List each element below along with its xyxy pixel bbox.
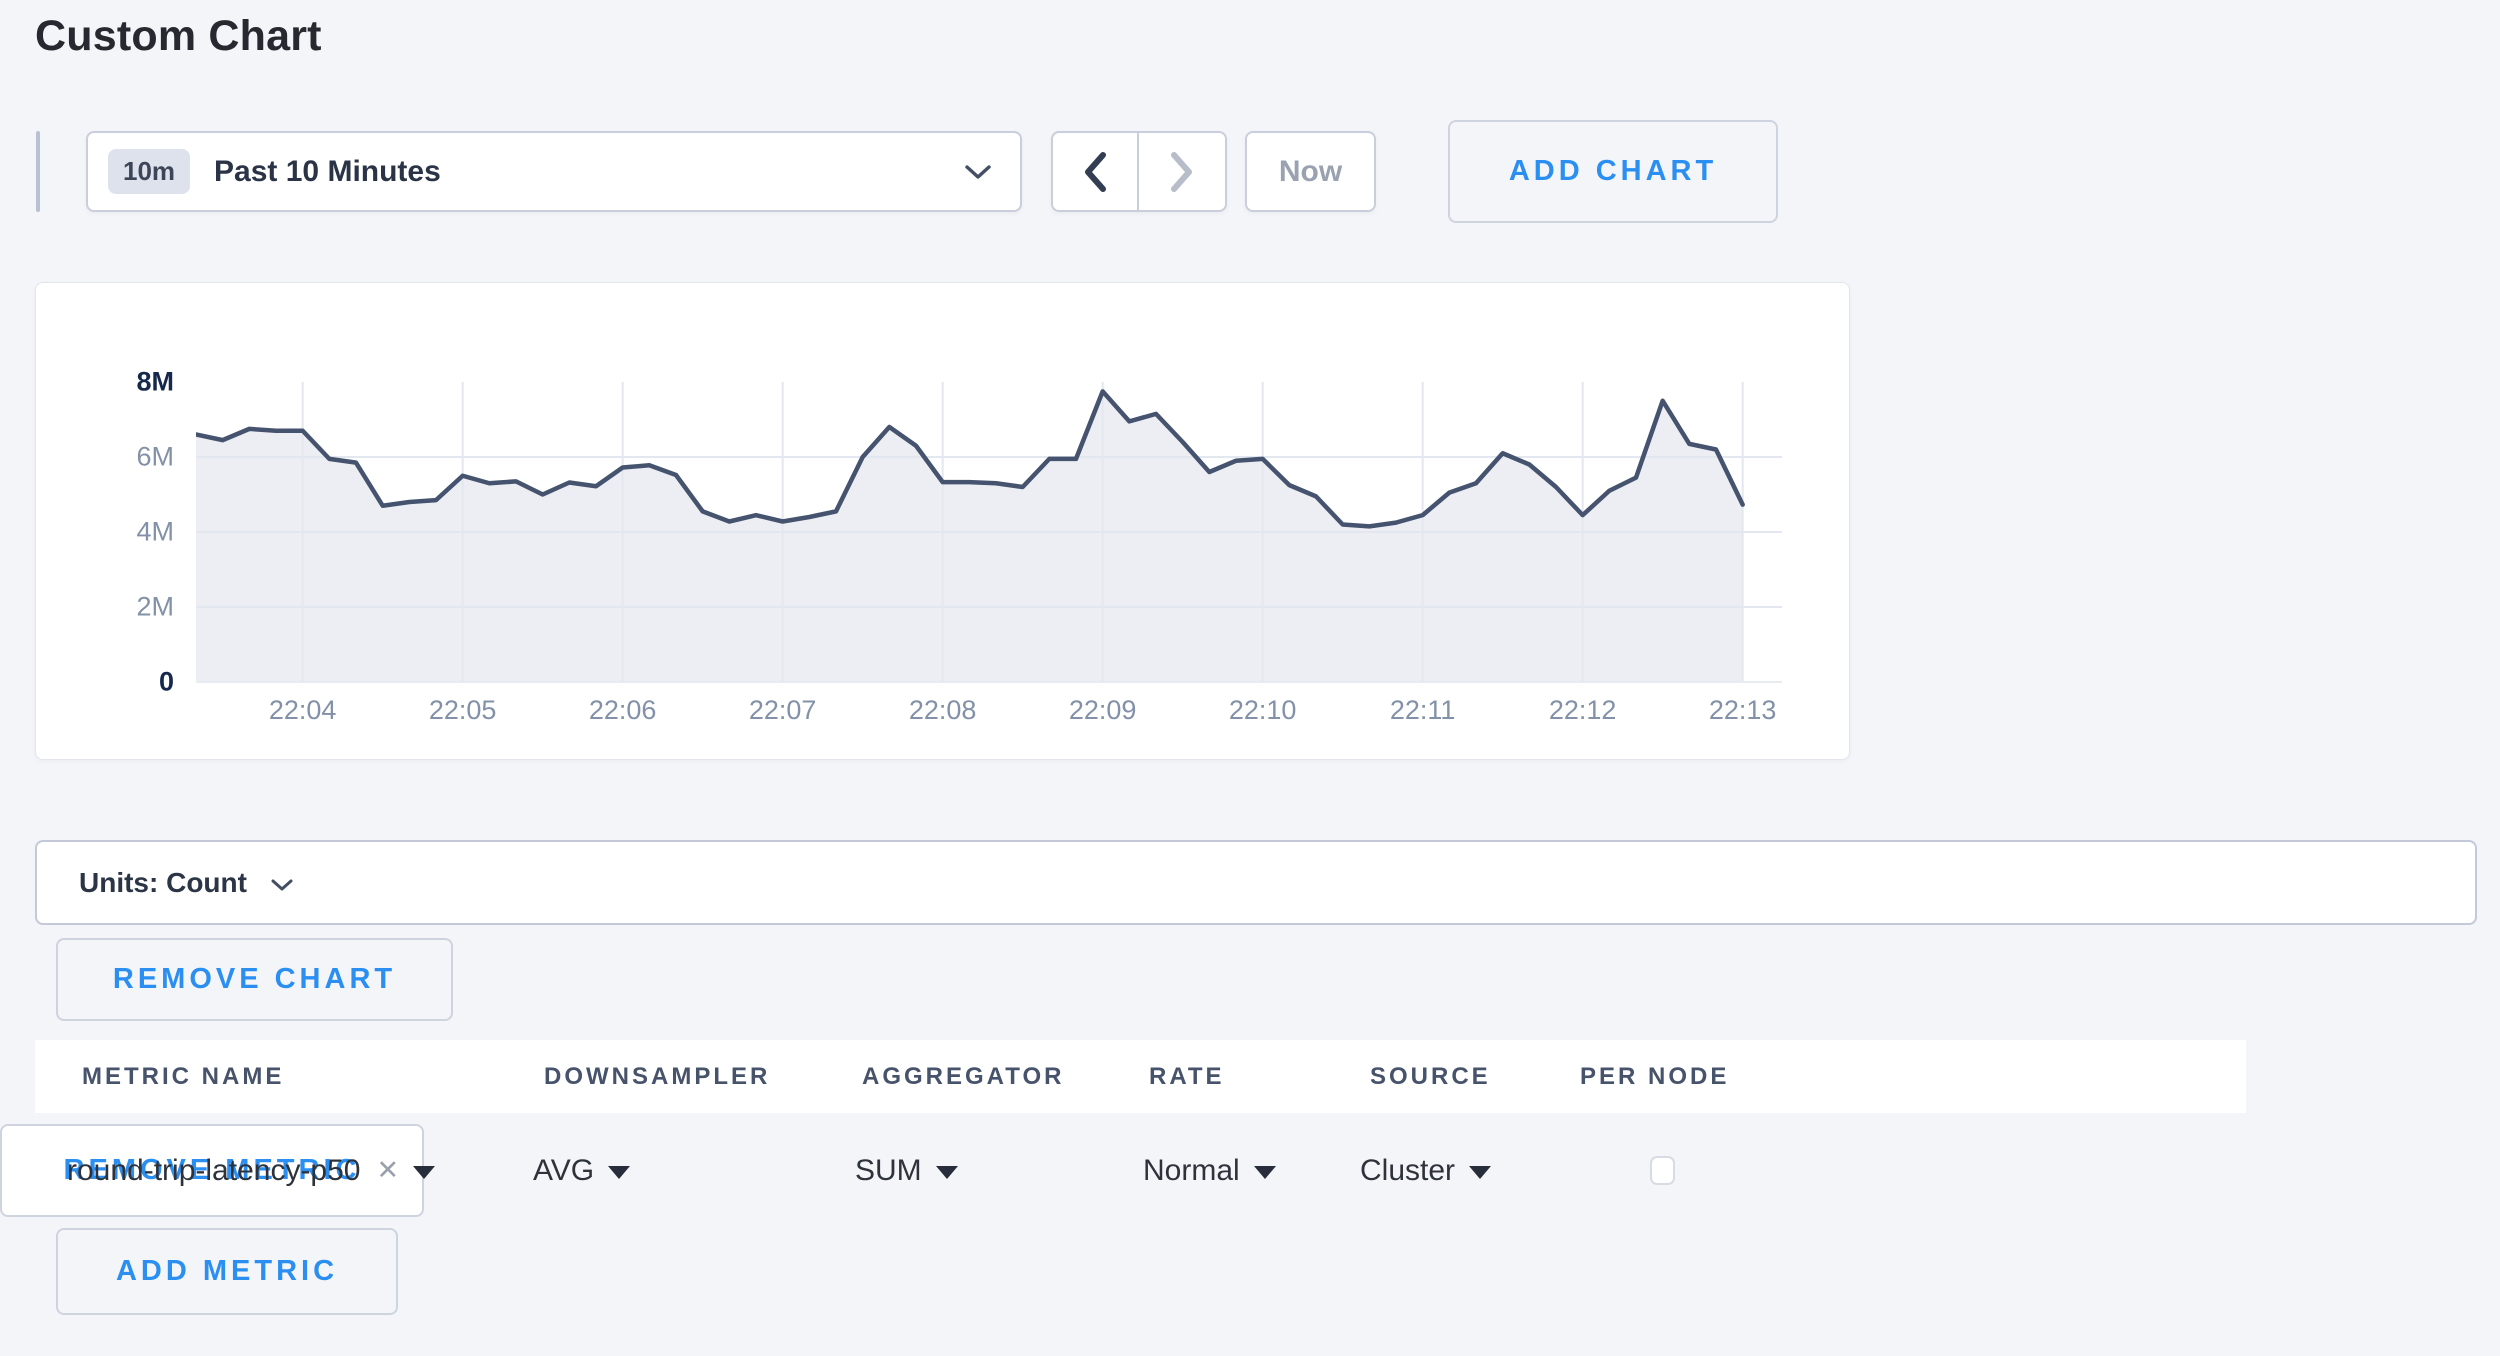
column-header-aggregator: AGGREGATOR bbox=[862, 1062, 1065, 1090]
time-nav-group bbox=[1051, 131, 1227, 212]
y-tick-label: 6M bbox=[136, 441, 174, 472]
metric-name-select[interactable]: round-trip-latency-p50 ✕ bbox=[67, 1124, 436, 1217]
aggregator-select[interactable]: SUM bbox=[855, 1124, 958, 1217]
caret-down-icon bbox=[413, 1166, 436, 1179]
now-button-label: Now bbox=[1278, 154, 1343, 188]
units-dropdown[interactable]: Units: Count bbox=[35, 840, 2477, 925]
add-metric-button[interactable]: ADD METRIC bbox=[56, 1228, 398, 1315]
column-header-downsampler: DOWNSAMPLER bbox=[544, 1062, 771, 1090]
x-tick-label: 22:11 bbox=[1389, 695, 1456, 725]
y-tick-label: 4M bbox=[136, 516, 174, 547]
caret-down-icon bbox=[935, 1166, 958, 1179]
metric-row: round-trip-latency-p50 ✕ AVG SUM Normal … bbox=[0, 1124, 2500, 1217]
custom-chart-card: 8M 6M 4M 2M 0 22:04 22:05 22:06 22:07 22:08 22:09… bbox=[35, 282, 1850, 760]
close-icon[interactable]: ✕ bbox=[376, 1155, 400, 1185]
time-forward-button[interactable] bbox=[1139, 133, 1225, 210]
time-window-dropdown[interactable]: 10m Past 10 Minutes bbox=[86, 131, 1022, 212]
units-label: Units: Count bbox=[79, 866, 247, 898]
x-tick-label: 22:07 bbox=[748, 695, 817, 725]
per-node-checkbox[interactable] bbox=[1650, 1156, 1675, 1185]
downsampler-value: AVG bbox=[533, 1153, 595, 1187]
add-metric-label: ADD METRIC bbox=[115, 1255, 339, 1287]
y-tick-label: 8M bbox=[136, 366, 174, 397]
caret-down-icon bbox=[608, 1166, 631, 1179]
x-tick-label: 22:06 bbox=[588, 695, 657, 725]
y-tick-label: 0 bbox=[158, 666, 174, 697]
column-header-metric-name: METRIC NAME bbox=[82, 1062, 285, 1090]
chevron-down-icon bbox=[271, 878, 293, 892]
column-header-source: SOURCE bbox=[1370, 1062, 1491, 1090]
remove-metric-button[interactable]: REMOVE METRIC bbox=[0, 1124, 424, 1217]
remove-chart-button[interactable]: REMOVE CHART bbox=[56, 938, 453, 1021]
chevron-right-icon bbox=[1169, 151, 1195, 193]
time-window-label: Past 10 Minutes bbox=[214, 154, 441, 188]
time-window-badge: 10m bbox=[108, 149, 191, 194]
metrics-table-header: METRIC NAME DOWNSAMPLER AGGREGATOR RATE … bbox=[35, 1040, 2246, 1113]
remove-chart-label: REMOVE CHART bbox=[112, 963, 397, 995]
x-tick-label: 22:09 bbox=[1068, 695, 1137, 725]
column-header-per-node: PER NODE bbox=[1580, 1062, 1730, 1090]
column-header-rate: RATE bbox=[1149, 1062, 1225, 1090]
toolbar-accent-bar bbox=[36, 131, 40, 212]
time-series-plot[interactable] bbox=[196, 382, 1782, 688]
x-tick-label: 22:04 bbox=[268, 695, 337, 725]
remove-metric-label: REMOVE METRIC bbox=[63, 1154, 361, 1186]
x-tick-label: 22:13 bbox=[1708, 695, 1777, 725]
x-tick-label: 22:08 bbox=[908, 695, 977, 725]
rate-select[interactable]: Normal bbox=[1143, 1124, 1276, 1217]
rate-value: Normal bbox=[1143, 1153, 1240, 1187]
add-chart-label: ADD CHART bbox=[1508, 155, 1718, 187]
aggregator-value: SUM bbox=[855, 1153, 922, 1187]
x-tick-label: 22:12 bbox=[1548, 695, 1617, 725]
caret-down-icon bbox=[1253, 1166, 1276, 1179]
downsampler-select[interactable]: AVG bbox=[533, 1124, 631, 1217]
chevron-left-icon bbox=[1082, 151, 1108, 193]
now-button[interactable]: Now bbox=[1245, 131, 1376, 212]
y-tick-label: 2M bbox=[136, 591, 174, 622]
source-select[interactable]: Cluster bbox=[1360, 1124, 1492, 1217]
x-tick-label: 22:05 bbox=[428, 695, 497, 725]
x-tick-label: 22:10 bbox=[1228, 695, 1297, 725]
time-back-button[interactable] bbox=[1053, 133, 1139, 210]
chevron-down-icon bbox=[964, 163, 992, 181]
caret-down-icon bbox=[1469, 1166, 1492, 1179]
metric-name-value: round-trip-latency-p50 bbox=[67, 1153, 361, 1187]
source-value: Cluster bbox=[1360, 1153, 1456, 1187]
add-chart-button[interactable]: ADD CHART bbox=[1448, 120, 1778, 223]
page-title: Custom Chart bbox=[35, 12, 322, 60]
